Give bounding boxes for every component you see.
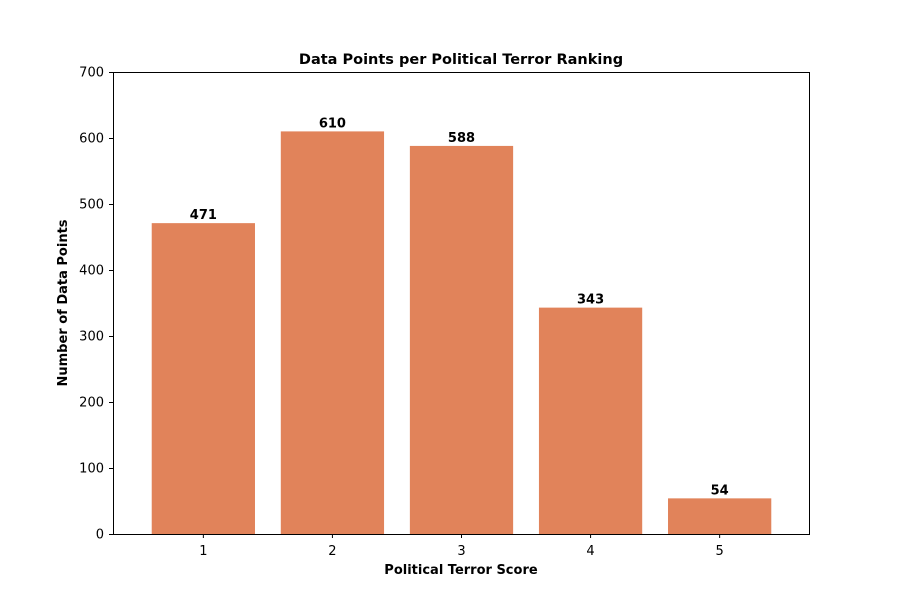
data-label-4: 343 xyxy=(577,293,604,308)
x-axis-label: Political Terror Score xyxy=(384,563,538,578)
y-tick-label-200: 200 xyxy=(79,396,104,411)
data-label-1: 471 xyxy=(190,208,217,223)
x-tick-label-3: 3 xyxy=(457,544,465,559)
y-tick-label-400: 400 xyxy=(79,264,104,279)
data-labels-layer: 471 610 588 343 54 xyxy=(190,116,729,498)
x-tick-label-1: 1 xyxy=(199,544,207,559)
bars-layer xyxy=(151,131,772,535)
x-tick-label-2: 2 xyxy=(328,544,336,559)
x-axis: 1 2 3 4 5 xyxy=(199,534,724,559)
y-tick-label-700: 700 xyxy=(79,66,104,81)
data-label-3: 588 xyxy=(448,131,475,146)
data-label-2: 610 xyxy=(319,116,346,131)
plot-frame xyxy=(113,72,810,535)
x-tick-label-5: 5 xyxy=(716,544,724,559)
bar-4 xyxy=(538,307,643,534)
y-axis: 0 100 200 300 400 500 600 700 xyxy=(79,66,113,543)
y-tick-label-500: 500 xyxy=(79,198,104,213)
y-tick-label-100: 100 xyxy=(79,462,104,477)
bar-1 xyxy=(151,223,255,534)
y-tick-label-0: 0 xyxy=(96,528,104,543)
y-axis-label: Number of Data Points xyxy=(56,219,71,386)
y-tick-label-600: 600 xyxy=(79,132,104,147)
bar-3 xyxy=(409,145,514,535)
bar-2 xyxy=(280,131,385,534)
chart-title: Data Points per Political Terror Ranking xyxy=(299,52,623,68)
x-tick-label-4: 4 xyxy=(586,544,594,559)
bar-5 xyxy=(668,498,772,534)
y-tick-label-300: 300 xyxy=(79,330,104,345)
data-label-5: 54 xyxy=(711,483,729,498)
